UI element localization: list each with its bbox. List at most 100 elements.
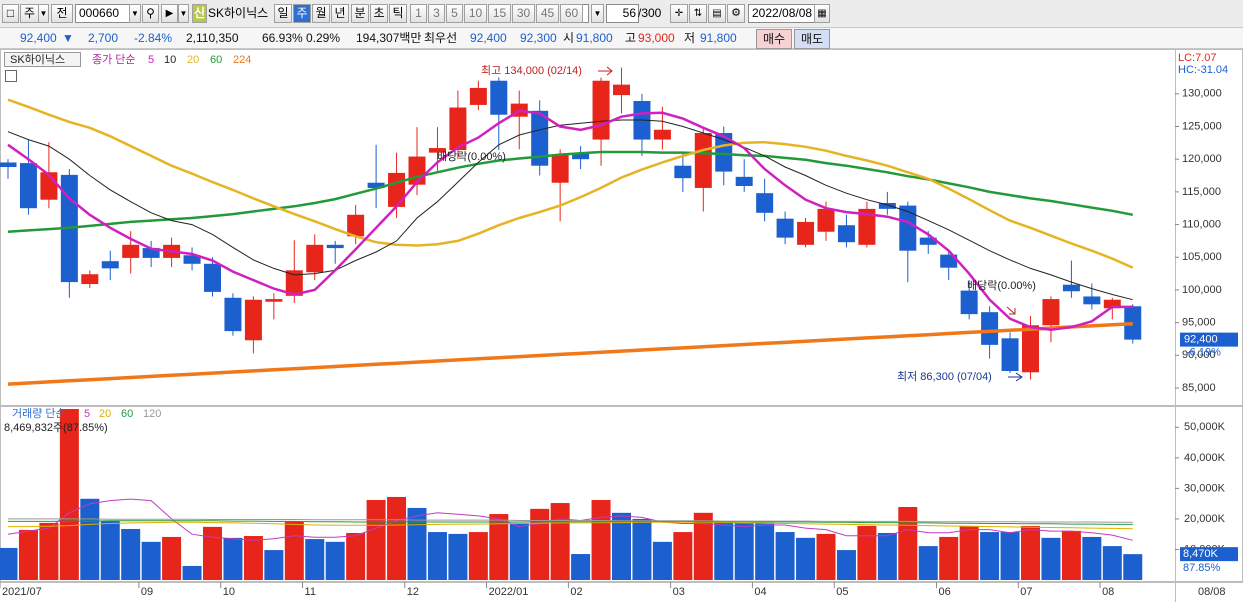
new-badge: 신 [192,4,207,23]
period-button[interactable]: 틱 [389,4,407,23]
period-button[interactable]: 분 [351,4,369,23]
candle-body [817,208,835,232]
market-select[interactable]: 주 [20,4,39,23]
date-input[interactable]: 2022/08/08 [748,4,815,23]
period-button[interactable]: 년 [331,4,349,23]
dropdown-arrow[interactable]: ▼ [38,4,49,23]
volume-bar [530,508,550,580]
ma-line [7,98,1134,269]
low-annotation: 최저 86,300 (07/04) [897,370,992,383]
quote-best-label: 최우선 [424,31,458,45]
save-icon[interactable]: ▤ [708,4,726,23]
volume-bar [203,526,222,580]
volume-bar [18,529,38,580]
shown-input[interactable]: 56 [606,4,639,23]
candle-body [735,176,753,186]
legend-item: 224 [233,54,251,66]
volume-bar [673,532,693,580]
mode-button[interactable]: 전 [51,4,73,23]
volume-bar [591,499,611,580]
candle-body [142,248,160,258]
arrow [1008,372,1023,382]
quote-buy[interactable]: 매수 [756,29,793,49]
candle-body [1103,299,1121,309]
search-button[interactable]: ⚲ [142,4,159,23]
ma-line [7,119,1133,301]
menu-icon[interactable]: □ [2,4,19,23]
period-button[interactable]: 일 [274,4,292,23]
quote-bid: 92,300 [520,31,557,45]
tool-icon[interactable]: ✛ [670,4,688,23]
interval-button[interactable]: 3 [428,4,445,23]
candle-body [204,263,221,292]
volume-bar [775,532,795,580]
volume-bar [264,550,284,580]
last-date-label: 08/08 [1198,586,1226,598]
quote-amount: 194,307백만 [356,31,422,45]
candle-body [653,129,671,140]
interval-button[interactable]: 30 [512,4,535,23]
volume-info: 8,469,832주(87.85%) [4,422,108,434]
volume-bar [632,518,652,580]
ex-dividend-note: 배당락(0.00%) [437,150,506,163]
interval-button[interactable]: 10 [464,4,487,23]
period-button[interactable]: 월 [312,4,330,23]
legend-ma-label: 종가 단순 [92,53,136,66]
x-tick-label: 11 [305,586,316,598]
dropdown-arrow[interactable]: ▼ [591,4,604,23]
legend-item: 60 [210,54,222,66]
y-tick-label: 120,000 [1182,153,1222,165]
y-tick-label: 50,000K [1184,421,1226,433]
volume-bar [571,554,591,580]
volume-bar [1123,554,1143,580]
ma-line [7,150,1134,233]
stock-name: SK하이닉스 [208,6,269,20]
last-volume-ratio: 87.85% [1183,562,1221,574]
candle-body [551,154,569,183]
candle-body [572,152,590,160]
dropdown-arrow[interactable]: ▼ [178,4,189,23]
high-annotation: 최고 134,000 (02/14) [481,64,582,77]
dropdown-arrow[interactable]: ▼ [129,4,141,23]
quote-open-label: 시 [563,31,575,45]
x-tick-label: 2022/01 [489,586,529,598]
volume-legend-item: 5 [84,408,90,420]
candle-body [1001,338,1019,372]
last-price-change: -6.19% [1186,347,1221,359]
y-tick-label: 115,000 [1182,186,1221,198]
interval-button[interactable]: 15 [488,4,511,23]
candle-body [367,182,385,188]
quote-vol-ratio: 66.93% [262,31,303,45]
quote-bar: 92,400 ▼ 2,700 -2.84% 2,110,350 66.93% 0.29% 19… [0,28,1243,49]
interval-button[interactable]: 1 [410,4,427,23]
settings-icon[interactable]: ⚙ [727,4,745,23]
toolbar: □ 주 ▼ 전 000660 ▼ ⚲ ▶ ▼ 신 SK하이닉스 3 ▼ 56 /… [0,0,1243,28]
y-tick-label: 20,000K [1184,513,1226,525]
volume-bar [857,525,877,580]
tool-icon[interactable]: ⇅ [689,4,707,23]
candle-body [0,162,17,168]
interval-button[interactable]: 45 [536,4,559,23]
y-tick-label: 110,000 [1182,218,1221,230]
volume-legend-item: 20 [99,408,111,420]
volume-bar [612,512,631,580]
y-tick-label: 105,000 [1182,251,1222,263]
x-tick-label: 09 [141,586,153,598]
quote-arrow: ▼ [62,31,74,45]
quote-sell[interactable]: 매도 [794,29,831,49]
interval-button[interactable]: 60 [560,4,583,23]
candle-body [490,80,508,115]
period-button[interactable]: 초 [370,4,388,23]
y-tick-label: 30,000K [1184,482,1226,494]
last-volume-box [1180,547,1238,562]
code-input[interactable]: 000660 [75,4,130,23]
volume-legend-title: 거래량 단순 [12,407,66,420]
volume-bar [1061,530,1081,580]
calendar-icon[interactable]: ▦ [814,4,830,23]
volume-bar [734,522,754,580]
interval-button[interactable]: 5 [446,4,463,23]
period-button[interactable]: 주 [293,4,311,23]
candle-body [1042,299,1060,326]
sound-button[interactable]: ▶ [161,4,178,23]
